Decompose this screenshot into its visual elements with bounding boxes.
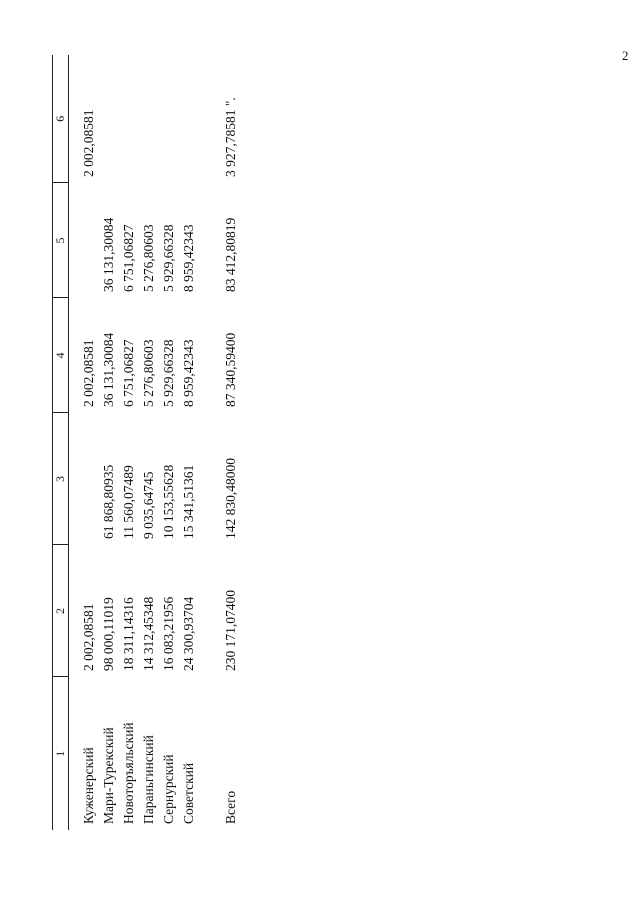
column-header: 3 <box>52 413 69 545</box>
table-cell: 36 131,30084 <box>101 332 116 407</box>
column-header: 4 <box>52 298 69 413</box>
table-cell: 142 830,48000 <box>223 458 238 539</box>
table-cell: 98 000,11019 <box>101 597 116 671</box>
table-cell: 16 083,21956 <box>161 596 176 671</box>
row-label: Советский <box>181 762 196 824</box>
table-cell: 8 959,42343 <box>181 224 196 293</box>
table-row: Советский 24 300,93704 15 341,51361 8 959,4… <box>179 55 199 830</box>
table-cell: 18 311,14316 <box>121 597 136 671</box>
column-header: 2 <box>52 545 69 677</box>
table-cell: 14 312,45348 <box>141 596 156 671</box>
spacer-cell <box>199 298 221 413</box>
page-number: 2 <box>622 48 629 63</box>
table-cell: 83 412,80819 <box>223 217 238 292</box>
empty-cell <box>99 55 119 183</box>
table-cell: 15 341,51361 <box>181 464 196 539</box>
table-row: Мари-Турекский 98 000,11019 61 868,80935 36… <box>99 55 119 830</box>
table-cell: 230 171,07400 <box>223 590 238 671</box>
empty-cell <box>119 55 139 183</box>
column-header: 1 <box>52 677 69 830</box>
table-cell: 3 927,78581 ". <box>223 97 238 177</box>
row-label: Сернурский <box>161 754 176 824</box>
table-cell: 2 002,08581 <box>81 109 96 178</box>
empty-cell <box>69 413 100 545</box>
table-cell: 10 153,55628 <box>161 464 176 539</box>
column-header: 5 <box>52 183 69 298</box>
table-cell: 61 868,80935 <box>101 464 116 539</box>
empty-cell <box>69 183 100 298</box>
spacer-row <box>199 55 221 830</box>
empty-cell <box>139 55 159 183</box>
table-cell: 87 340,59400 <box>223 332 238 407</box>
table-cell: 36 131,30084 <box>101 217 116 292</box>
table-cell: 2 002,08581 <box>81 603 96 672</box>
table-cell: 5 929,66328 <box>161 224 176 293</box>
table-row: Сернурский 16 083,21956 10 153,55628 5 929,… <box>159 55 179 830</box>
table-cell: 2 002,08581 <box>81 339 96 408</box>
table-cell: 11 560,07489 <box>121 465 136 539</box>
table-cell: 9 035,64745 <box>141 471 156 540</box>
row-label: Мари-Турекский <box>101 727 116 824</box>
empty-cell <box>159 55 179 183</box>
spacer-cell <box>199 183 221 298</box>
spacer-cell <box>199 545 221 677</box>
empty-cell <box>179 55 199 183</box>
table-cell: 6 751,06827 <box>121 339 136 408</box>
table-cell: 5 276,80603 <box>141 339 156 408</box>
table-cell: 8 959,42343 <box>181 339 196 408</box>
row-label: Параньгинский <box>141 735 156 824</box>
table-cell: 5 929,66328 <box>161 339 176 408</box>
table-cell: 5 276,80603 <box>141 224 156 293</box>
row-label: Всего <box>223 790 238 824</box>
spacer-cell <box>199 55 221 183</box>
table-cell: 24 300,93704 <box>181 596 196 671</box>
column-header: 6 <box>52 55 69 183</box>
table-row: Всего 230 171,07400 142 830,48000 87 340,59… <box>221 55 241 830</box>
row-label: Куженерский <box>81 747 96 824</box>
table-cell: 6 751,06827 <box>121 224 136 293</box>
table-row: Куженерский 2 002,08581 2 002,08581 2 002,0… <box>69 55 100 830</box>
spacer-cell <box>199 677 221 830</box>
table-row: Новоторъяльский 18 311,14316 11 560,07489 6… <box>119 55 139 830</box>
table-row: Параньгинский 14 312,45348 9 035,64745 5 27… <box>139 55 159 830</box>
row-label: Новоторъяльский <box>121 722 136 824</box>
spacer-cell <box>199 413 221 545</box>
